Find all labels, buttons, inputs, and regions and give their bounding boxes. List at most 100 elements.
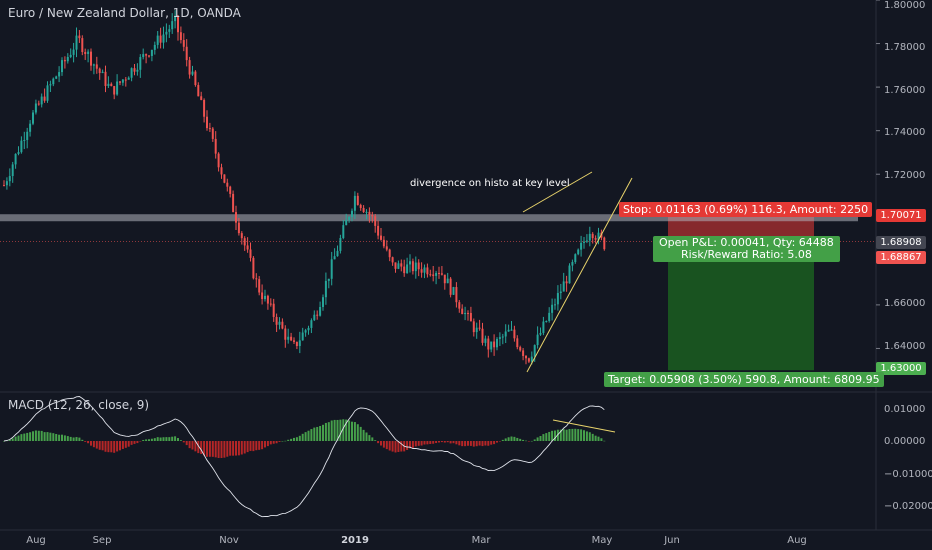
candle-body [139, 57, 142, 70]
macd-histogram-bar [310, 429, 313, 441]
risk-reward-ratio: Risk/Reward Ratio: 5.08 [680, 248, 812, 261]
macd-histogram-bar [588, 432, 591, 441]
candle-body [63, 60, 66, 62]
macd-histogram-bar [101, 441, 104, 451]
macd-histogram-bar [66, 436, 69, 441]
candle-body [293, 340, 295, 342]
candle-body [542, 321, 545, 333]
candle-body [159, 35, 162, 43]
macd-histogram-bar [388, 441, 391, 451]
candle-body [266, 295, 269, 304]
macd-histogram-bar [240, 441, 243, 455]
candle-body [435, 272, 438, 276]
macd-histogram-bar [40, 430, 43, 441]
macd-histogram-bar [406, 441, 409, 450]
macd-histogram-bar [585, 431, 588, 441]
macd-histogram-bar [127, 441, 130, 447]
time-label: Nov [219, 535, 239, 546]
macd-histogram-bar [382, 441, 385, 448]
candle-body [55, 76, 58, 79]
candle-body [84, 52, 87, 54]
candle-body [516, 338, 519, 348]
candle-body [52, 78, 55, 85]
candle-body [130, 68, 133, 78]
macd-histogram-bar [577, 429, 580, 441]
macd-histogram-bar [446, 441, 449, 443]
candle-body [496, 338, 498, 348]
candle-body [197, 85, 200, 97]
candle-body [409, 261, 411, 265]
candle-body [148, 55, 150, 57]
macd-histogram-bar [504, 438, 507, 441]
stop-price-badge: 1.70071 [876, 209, 926, 222]
macd-histogram-bar [269, 441, 272, 445]
macd-histogram-bar [530, 440, 533, 442]
candle-body [243, 238, 246, 246]
divergence-annotation[interactable]: divergence on histo at key level [410, 178, 570, 189]
candle-body [513, 329, 516, 339]
macd-histogram-bar [98, 441, 101, 450]
candle-body [362, 207, 365, 213]
candle-body [371, 214, 374, 217]
macd-histogram-bar [145, 439, 148, 441]
macd-histogram-bar [165, 437, 168, 441]
candle-body [272, 303, 275, 317]
candle-body [417, 262, 420, 270]
time-label: May [591, 535, 613, 546]
candle-body [168, 29, 171, 32]
candle-body [32, 112, 34, 124]
candle-body [11, 164, 14, 177]
macd-histogram-bar [191, 441, 194, 450]
candle-body [562, 281, 565, 292]
macd-histogram-bar [501, 439, 504, 441]
candle-body [394, 262, 397, 269]
macd-histogram-bar [423, 441, 426, 445]
macd-histogram-bar [188, 441, 191, 449]
candle-body [78, 35, 81, 39]
macd-histogram-bar [551, 430, 554, 441]
macd-tick: −0.02000 [884, 501, 932, 512]
macd-histogram-bar [496, 441, 498, 443]
candle-body [101, 71, 104, 73]
candle-body [156, 35, 159, 45]
macd-histogram-bar [568, 428, 571, 441]
candle-body [452, 287, 455, 295]
macd-histogram-bar [426, 441, 429, 445]
macd-histogram-bar [8, 439, 11, 441]
candle-body [61, 60, 63, 73]
macd-histogram-bar [316, 426, 319, 441]
macd-histogram-bar [130, 441, 133, 445]
key-level-band [0, 214, 858, 222]
macd-histogram-bar [217, 441, 220, 458]
time-label: Sep [92, 535, 112, 546]
pnl-label[interactable]: Open P&L: 0.00041, Qty: 64488 Risk/Rewar… [653, 236, 840, 262]
candle-body [211, 128, 214, 139]
candle-body [365, 211, 368, 213]
candle-body [498, 337, 501, 339]
macd-histogram-bar [52, 433, 55, 441]
trend-line [526, 177, 633, 373]
macd-histogram-bar [559, 429, 562, 441]
target-label[interactable]: Target: 0.05908 (3.50%) 590.8, Amount: 6… [604, 372, 884, 387]
candle-body [264, 295, 266, 300]
candle-body [594, 238, 597, 240]
price-tick: 1.64000 [884, 341, 926, 352]
time-label: 2019 [341, 535, 369, 546]
macd-histogram-bar [385, 441, 388, 450]
candle-body [490, 341, 493, 350]
macd-histogram-bar [368, 435, 371, 441]
candle-body [185, 46, 188, 61]
candle-body [316, 314, 319, 316]
candle-body [290, 336, 293, 341]
stop-label[interactable]: Stop: 0.01163 (0.69%) 116.3, Amount: 225… [619, 202, 873, 217]
macd-histogram-bar [17, 435, 20, 441]
candle-body [313, 314, 316, 321]
macd-legend[interactable]: MACD (12, 26, close, 9) [8, 398, 150, 412]
macd-histogram-bar [26, 432, 29, 441]
candle-body [72, 49, 75, 55]
macd-histogram-bar [475, 441, 478, 447]
macd-histogram-bar [374, 440, 377, 441]
candle-body [23, 139, 26, 141]
candle-body [281, 321, 284, 329]
